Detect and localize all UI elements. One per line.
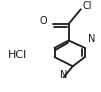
Text: N: N [88,34,95,44]
Text: N: N [60,70,67,80]
Text: HCl: HCl [8,50,27,60]
Text: O: O [40,16,47,26]
Text: Cl: Cl [83,1,92,12]
